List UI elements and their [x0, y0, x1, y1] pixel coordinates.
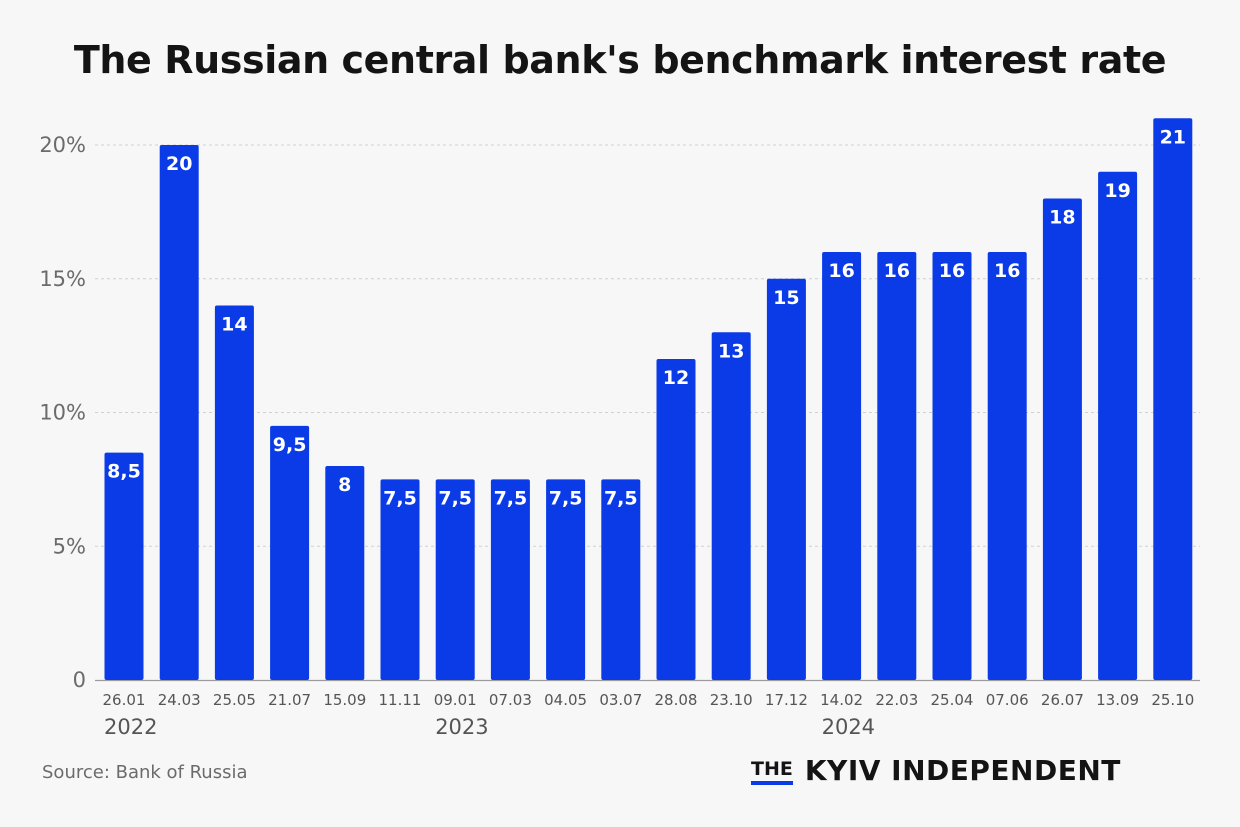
- bar: [987, 252, 1027, 680]
- x-tick-label: 28.08: [655, 691, 698, 709]
- data-label: 7,5: [549, 487, 583, 509]
- logo-name: KYIV INDEPENDENT: [804, 754, 1121, 787]
- bar: [104, 452, 144, 680]
- data-label: 16: [884, 260, 910, 282]
- data-label: 7,5: [438, 487, 472, 509]
- x-tick-label: 11.11: [379, 691, 422, 709]
- bar: [380, 479, 420, 680]
- x-tick-label: 26.01: [103, 691, 146, 709]
- data-label: 7,5: [383, 487, 417, 509]
- logo-prefix: THE: [751, 757, 793, 785]
- x-tick-label: 25.10: [1151, 691, 1194, 709]
- bar: [656, 359, 696, 680]
- bar-chart: 0 5% 10% 15% 20% 8,5 20 14 9,5 8 7,5 7,5 7,5 7,5 7,5 1…: [39, 118, 1200, 739]
- data-labels: 8,5 20 14 9,5 8 7,5 7,5 7,5 7,5 7,5 12 13 15 16 16 16 16…: [107, 126, 1186, 509]
- bar: [490, 479, 530, 680]
- x-axis: 26.01 24.03 25.05 21.07 15.09 11.11 09.01 07.03…: [103, 691, 1195, 709]
- data-label: 16: [828, 260, 854, 282]
- data-label: 7,5: [604, 487, 638, 509]
- source-note: Source: Bank of Russia: [42, 762, 248, 783]
- chart-title: The Russian central bank's benchmark int…: [73, 38, 1167, 82]
- x-tick-label: 09.01: [434, 691, 477, 709]
- data-label: 7,5: [494, 487, 528, 509]
- x-tick-label: 17.12: [765, 691, 808, 709]
- publisher-logo: THE KYIV INDEPENDENT: [751, 754, 1121, 788]
- bar: [601, 479, 641, 680]
- data-label: 12: [663, 367, 689, 389]
- x-tick-label: 03.07: [599, 691, 642, 709]
- x-tick-label: 13.09: [1096, 691, 1139, 709]
- year-label: 2022: [104, 715, 157, 739]
- data-label: 9,5: [273, 434, 307, 456]
- bar: [766, 278, 806, 680]
- data-label: 14: [221, 314, 247, 336]
- bar: [546, 479, 586, 680]
- y-tick-label: 20%: [39, 133, 86, 157]
- y-tick-label: 5%: [53, 534, 86, 558]
- bar: [711, 332, 751, 680]
- data-label: 13: [718, 340, 744, 362]
- bar: [1042, 198, 1082, 680]
- data-label: 15: [773, 287, 799, 309]
- x-tick-label: 07.06: [986, 691, 1029, 709]
- bar: [877, 252, 917, 680]
- bar: [214, 305, 254, 680]
- bar: [822, 252, 862, 680]
- logo-underline: [751, 780, 793, 785]
- bars: [104, 118, 1193, 680]
- bar: [159, 145, 199, 680]
- data-label: 18: [1049, 207, 1075, 229]
- data-label: 16: [939, 260, 965, 282]
- x-tick-label: 25.05: [213, 691, 256, 709]
- x-tick-label: 23.10: [710, 691, 753, 709]
- year-label: 2023: [435, 715, 488, 739]
- data-label: 8: [338, 474, 351, 496]
- logo-prefix-text: THE: [751, 757, 793, 780]
- grid-lines: [95, 144, 1200, 682]
- x-tick-label: 04.05: [544, 691, 587, 709]
- year-label: 2024: [822, 715, 875, 739]
- data-label: 21: [1160, 126, 1186, 148]
- bar: [932, 252, 972, 680]
- bar: [270, 425, 310, 680]
- x-tick-label: 15.09: [323, 691, 366, 709]
- bar: [1153, 118, 1193, 680]
- bar: [435, 479, 475, 680]
- x-tick-label: 24.03: [158, 691, 201, 709]
- x-tick-label: 14.02: [820, 691, 863, 709]
- data-label: 20: [166, 153, 192, 175]
- x-tick-label: 26.07: [1041, 691, 1084, 709]
- y-tick-label: 10%: [39, 401, 86, 425]
- y-axis: 0 5% 10% 15% 20%: [39, 133, 86, 692]
- x-tick-label: 25.04: [931, 691, 974, 709]
- x-tick-label: 22.03: [875, 691, 918, 709]
- data-label: 16: [994, 260, 1020, 282]
- y-tick-label: 0: [73, 668, 86, 692]
- x-tick-label: 07.03: [489, 691, 532, 709]
- data-label: 8,5: [107, 461, 141, 483]
- bar: [1098, 171, 1138, 680]
- year-labels: 2022 2023 2024: [104, 715, 875, 739]
- y-tick-label: 15%: [39, 267, 86, 291]
- x-tick-label: 21.07: [268, 691, 311, 709]
- bar: [325, 466, 365, 680]
- data-label: 19: [1104, 180, 1130, 202]
